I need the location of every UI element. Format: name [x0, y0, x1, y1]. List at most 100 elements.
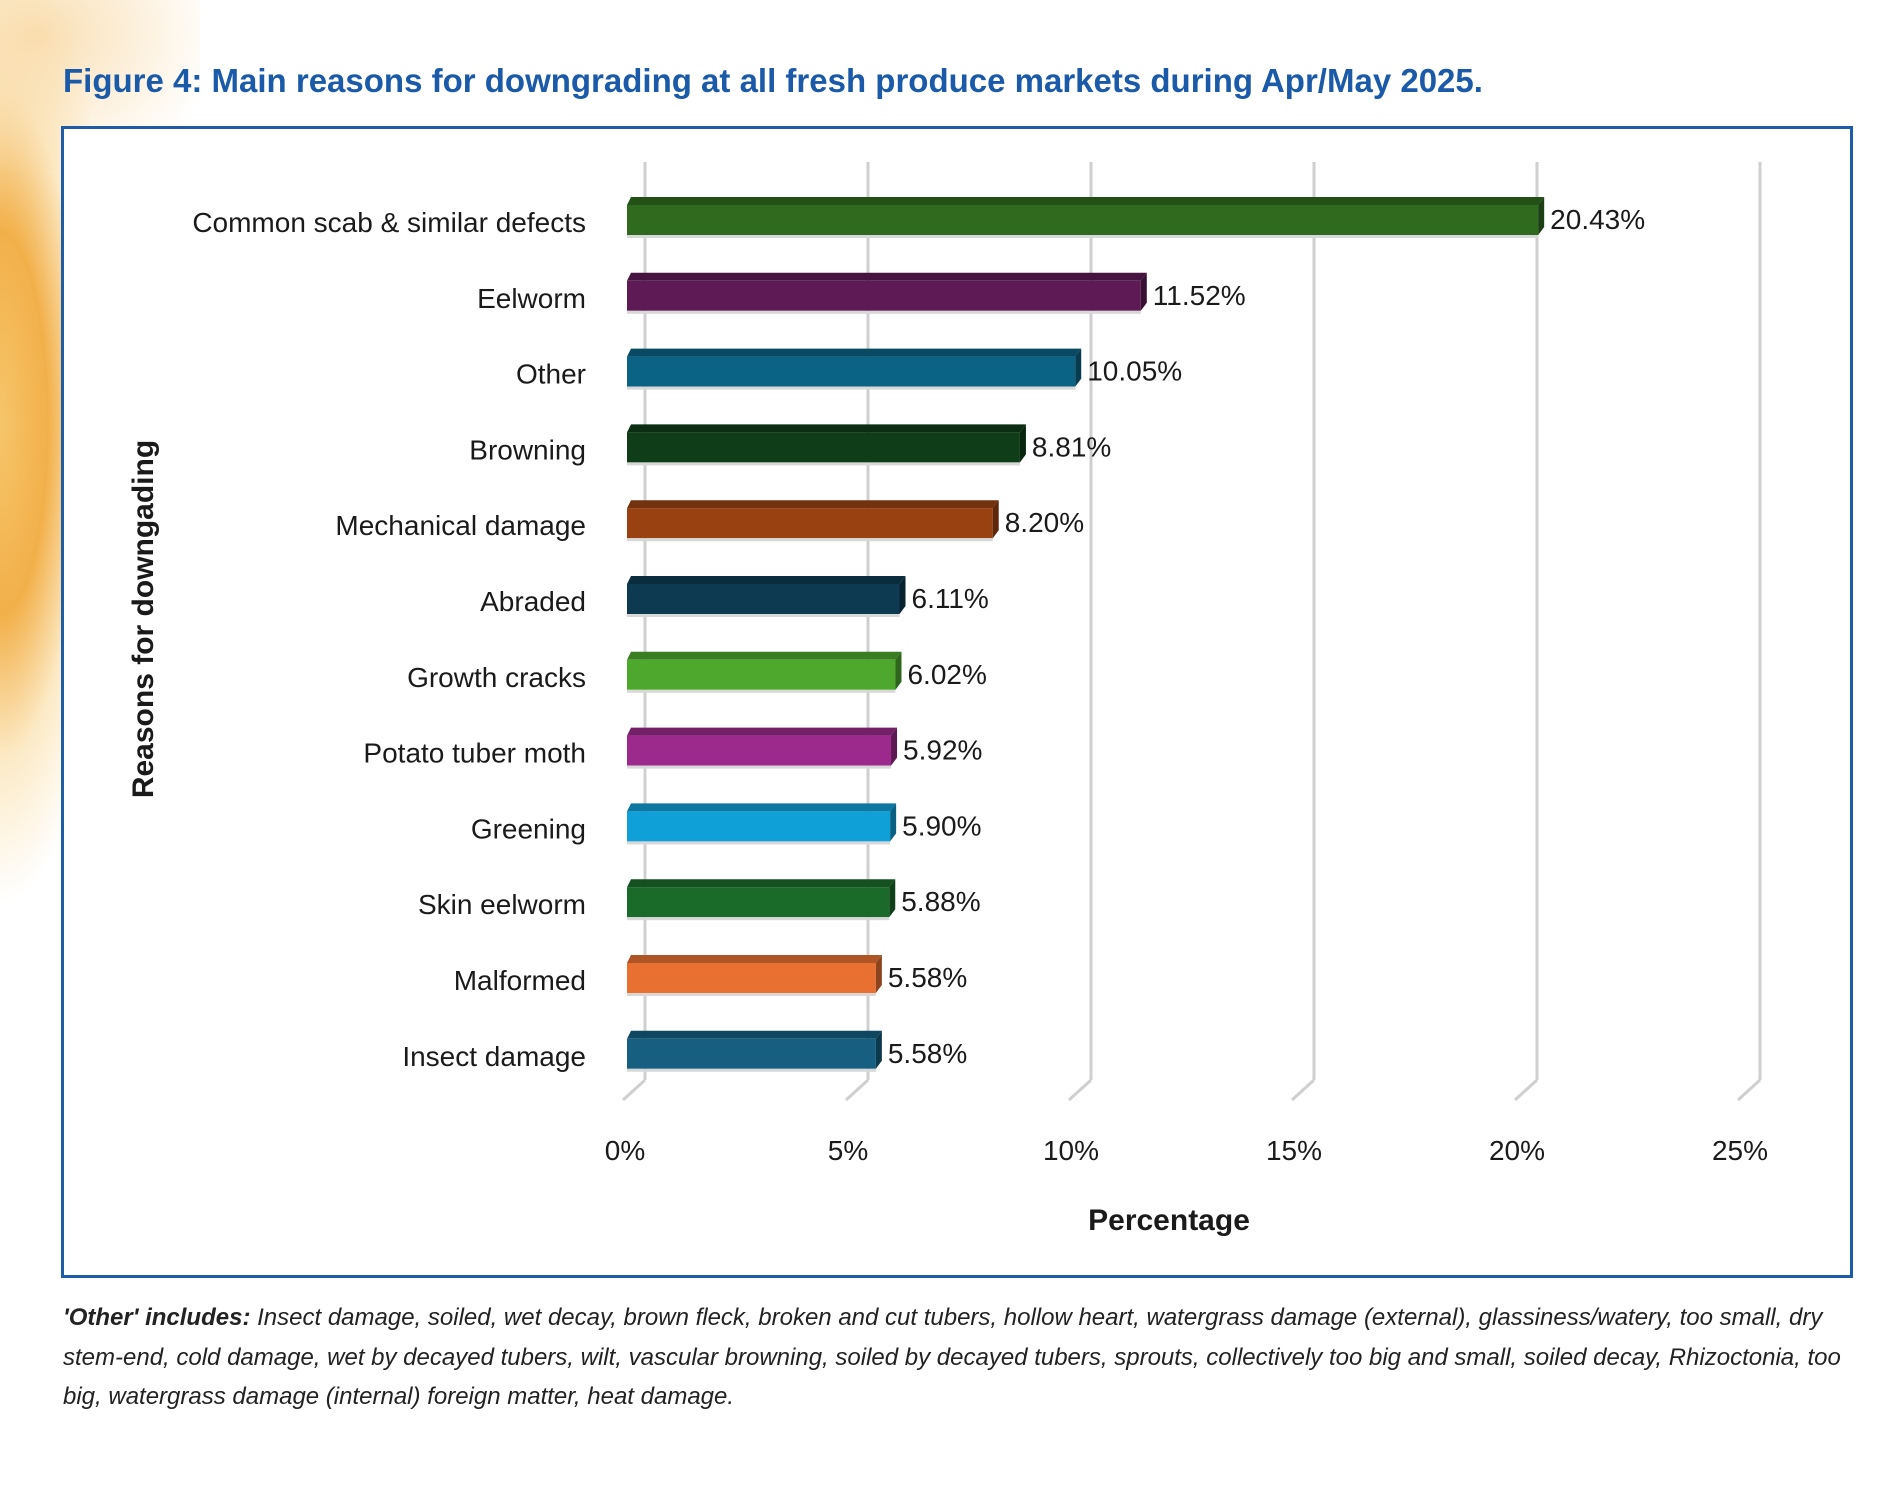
bar-front-face	[627, 432, 1020, 463]
gridline-floor	[1513, 1078, 1539, 1102]
bar	[627, 651, 902, 693]
data-label: 10.05%	[1087, 356, 1182, 387]
bar-side-face	[875, 1030, 882, 1069]
bar-front-face	[627, 735, 892, 766]
category-label: Potato tuber moth	[363, 738, 586, 769]
bar-side-face	[1075, 348, 1082, 387]
data-label: 5.92%	[903, 735, 982, 766]
bar-front-face	[627, 1038, 876, 1069]
data-label: 5.90%	[902, 810, 981, 841]
x-tick-label: 15%	[1266, 1135, 1322, 1166]
footnote-line: Insect damage, soiled, wet decay, brown …	[250, 1304, 1358, 1331]
bar-side-face	[1538, 197, 1545, 235]
bar	[627, 803, 897, 845]
bar-front-face	[627, 887, 890, 918]
gridline-floor	[1290, 1078, 1316, 1102]
figure-title: Figure 4: Main reasons for downgrading a…	[63, 62, 1483, 99]
bar-side-face	[992, 500, 999, 539]
category-label: Insect damage	[402, 1041, 586, 1072]
category-label: Eelworm	[477, 283, 586, 314]
bar-top-face	[627, 500, 999, 509]
bar-front-face	[627, 280, 1141, 311]
gridline-floor	[1736, 1078, 1762, 1102]
data-label: 6.02%	[907, 659, 986, 690]
footnote-label: 'Other' includes:	[63, 1304, 251, 1331]
bar-shadow	[627, 917, 890, 921]
bar	[627, 576, 906, 617]
bar-shadow	[627, 462, 1020, 466]
bar-shadow	[627, 765, 892, 769]
bar	[627, 727, 898, 769]
gridline-floor	[844, 1078, 870, 1102]
category-label: Common scab & similar defects	[192, 207, 586, 238]
footnote: 'Other' includes: Insect damage, soiled,…	[63, 1298, 1843, 1417]
category-label: Greening	[471, 813, 586, 844]
bar-shadow	[627, 841, 891, 845]
bar-top-face	[627, 424, 1026, 433]
data-label: 5.58%	[888, 1038, 967, 1069]
bar-side-face	[890, 803, 897, 842]
data-label: 8.81%	[1032, 431, 1111, 462]
bar-shadow	[627, 538, 993, 542]
bar-shadow	[627, 235, 1539, 238]
bar-top-face	[627, 727, 898, 736]
bar-top-face	[627, 1030, 882, 1039]
bar-top-face	[627, 879, 896, 888]
bar-side-face	[875, 955, 882, 993]
bar	[627, 1030, 882, 1072]
data-label: 11.52%	[1153, 280, 1246, 311]
footnote-line: by decayed tubers, sprouts, collectively…	[63, 1343, 1841, 1411]
gridlines	[621, 162, 1762, 1102]
gridline-floor	[621, 1078, 647, 1102]
data-label: 5.58%	[888, 962, 967, 993]
data-label: 8.20%	[1005, 507, 1084, 538]
category-label: Browning	[469, 434, 586, 465]
data-label: 20.43%	[1550, 204, 1645, 235]
bar-side-face	[1019, 424, 1026, 463]
category-labels: Common scab & similar defects Eelworm Othe…	[192, 207, 586, 1072]
bar-top-face	[627, 576, 906, 584]
category-label: Skin eelworm	[418, 889, 586, 920]
data-label: 6.11%	[912, 583, 989, 614]
x-tick-label: 25%	[1712, 1135, 1768, 1166]
gridline-floor	[1067, 1078, 1093, 1102]
y-axis-title: Reasons for downgading	[127, 440, 160, 798]
footnote-line: (external), glassiness/watery, too small…	[63, 1304, 1823, 1371]
bar-top-face	[627, 197, 1545, 205]
bar-top-face	[627, 651, 902, 660]
bar-side-face	[889, 879, 896, 918]
bar-shadow	[627, 614, 900, 617]
bar-shadow	[627, 689, 896, 693]
bar	[627, 197, 1545, 238]
bar	[627, 348, 1082, 390]
x-tick-label: 5%	[828, 1135, 868, 1166]
bar	[627, 272, 1147, 314]
bar-front-face	[627, 205, 1539, 235]
bar-top-face	[627, 272, 1147, 281]
bar-shadow	[627, 993, 876, 996]
data-label: 5.88%	[901, 886, 980, 917]
chart-frame	[61, 126, 1853, 1278]
bar-top-face	[627, 348, 1082, 357]
category-label: Mechanical damage	[335, 510, 586, 541]
bar-shadow	[627, 1068, 876, 1072]
bar-side-face	[899, 576, 906, 614]
bar-front-face	[627, 584, 900, 614]
bar-front-face	[627, 811, 891, 842]
bars: 20.43% 11.52% 10.05% 8.81% 8.20% 6.11% 6.02% 5.…	[627, 197, 1645, 1072]
bar-side-face	[895, 651, 902, 690]
bar-front-face	[627, 508, 993, 539]
bar-top-face	[627, 803, 897, 812]
bar	[627, 879, 896, 921]
bar-front-face	[627, 659, 896, 690]
bar-chart: 20.43% 11.52% 10.05% 8.81% 8.20% 6.11% 6.02% 5.…	[127, 162, 1768, 1237]
bar	[627, 424, 1026, 466]
category-label: Other	[516, 359, 586, 390]
footnote-line: foreign matter, heat damage.	[427, 1383, 735, 1410]
category-label: Abraded	[480, 586, 586, 617]
bar	[627, 500, 999, 542]
x-tick-label: 10%	[1043, 1135, 1099, 1166]
bar-front-face	[627, 963, 876, 993]
x-tick-labels: 0% 5% 10% 15% 20% 25%	[605, 1135, 1768, 1166]
bar-top-face	[627, 955, 882, 963]
